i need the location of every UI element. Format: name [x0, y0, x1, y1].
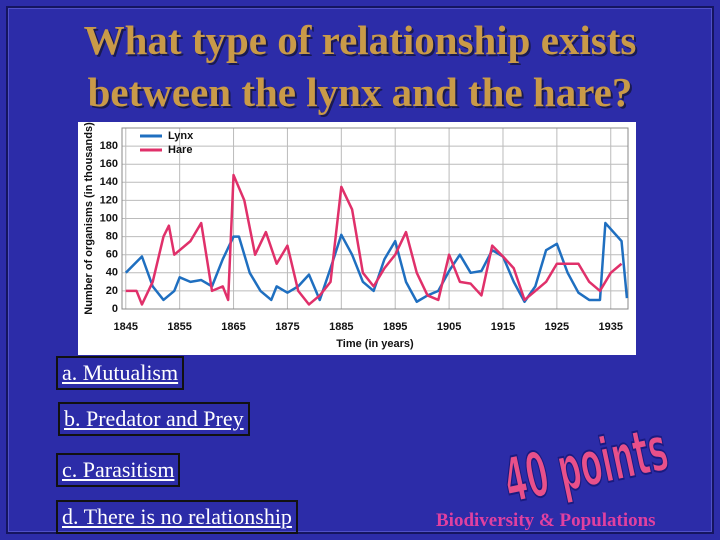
x-tick-label: 1915 [491, 321, 515, 333]
y-tick-label: 100 [100, 212, 118, 224]
x-tick-label: 1925 [545, 321, 569, 333]
y-tick-label: 160 [100, 158, 118, 170]
points-graphic: 40 points [496, 411, 675, 505]
series-line [125, 173, 623, 306]
legend-label: Lynx [168, 130, 194, 142]
x-tick-label: 1875 [275, 321, 299, 333]
y-axis-label: Number of organisms (in thousands) [83, 122, 95, 315]
legend-label: Hare [168, 144, 192, 156]
y-tick-label: 40 [106, 267, 118, 279]
x-tick-label: 1935 [599, 321, 623, 333]
x-axis-label: Time (in years) [336, 338, 414, 350]
y-tick-label: 80 [106, 231, 118, 243]
frame [6, 6, 714, 534]
x-tick-label: 1865 [221, 321, 245, 333]
option[interactable]: c. Parasitism [56, 453, 181, 487]
y-tick-label: 0 [112, 303, 118, 315]
option[interactable]: d. There is no relationship [56, 500, 298, 534]
y-tick-label: 140 [100, 176, 118, 188]
footer: Biodiversity & Populations [436, 510, 656, 531]
y-tick-label: 20 [106, 285, 118, 297]
x-tick-label: 1905 [437, 321, 461, 333]
x-tick-label: 1845 [114, 321, 138, 333]
title: What type of relationship exists between… [83, 17, 637, 115]
points: 40 points [497, 412, 674, 505]
x-tick-label: 1855 [167, 321, 191, 333]
y-tick-label: 180 [100, 140, 118, 152]
option[interactable]: a. Mutualism [56, 356, 185, 390]
x-tick-label: 1885 [329, 321, 353, 333]
plot-frame [121, 127, 629, 310]
option[interactable]: b. Predator and Prey [58, 402, 250, 436]
y-tick-label: 60 [106, 249, 118, 261]
x-tick-label: 1895 [383, 321, 407, 333]
y-tick-label: 120 [100, 194, 118, 206]
